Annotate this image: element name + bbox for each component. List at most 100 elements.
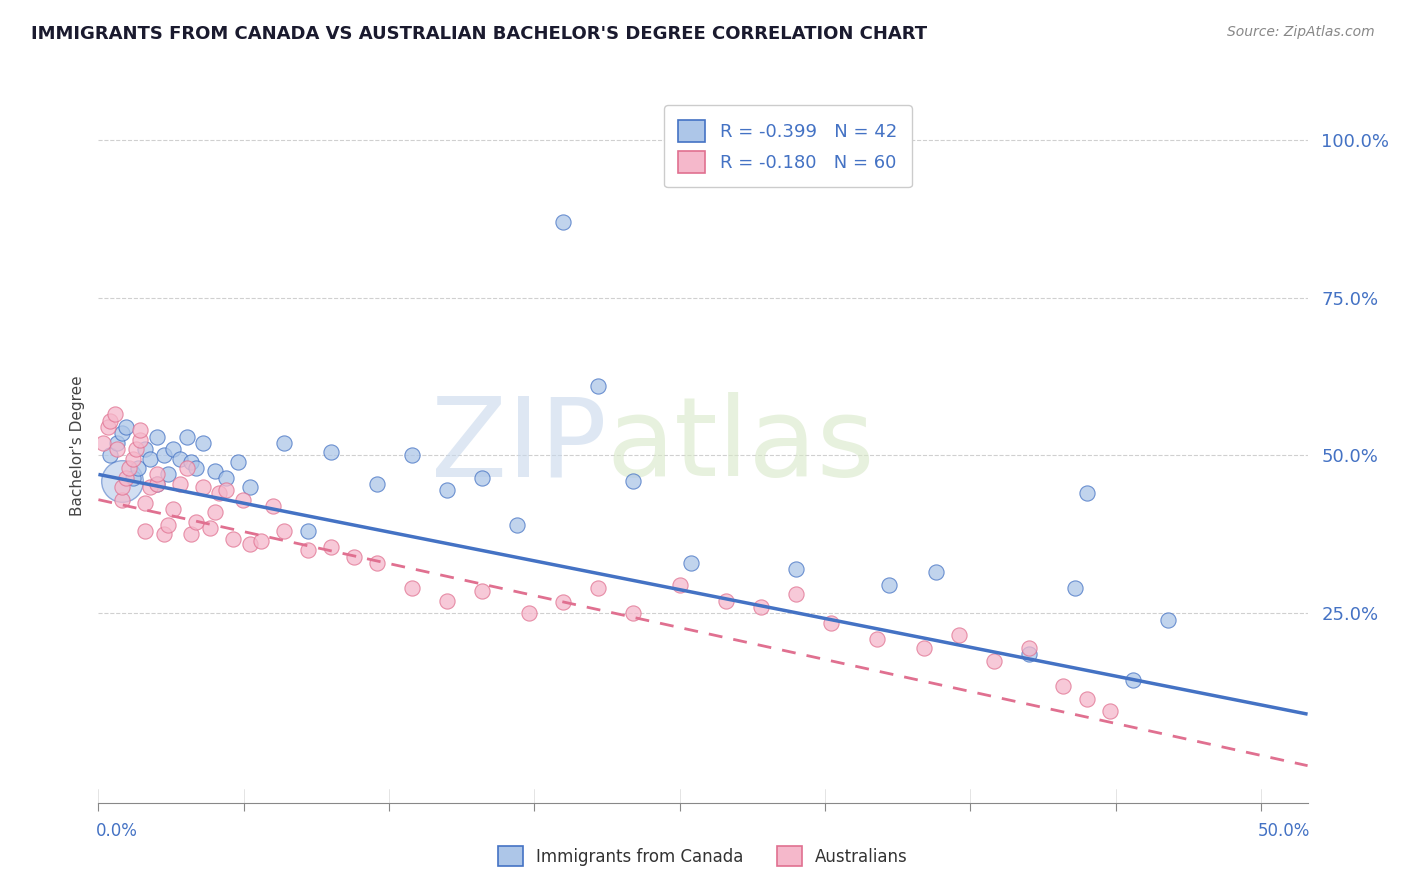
Point (111, 426, 134, 441)
Text: 0.0%: 0.0% (96, 822, 138, 840)
Legend: Immigrants from Canada, Australians: Immigrants from Canada, Australians (491, 839, 915, 873)
Point (215, 470, 238, 484)
Point (162, 502, 184, 516)
Point (169, 476, 191, 491)
Point (162, 442, 184, 457)
Point (621, 607, 644, 621)
Point (104, 408, 127, 422)
Point (105, 435, 128, 450)
Point (948, 628, 970, 642)
Point (115, 470, 138, 484)
Point (215, 483, 238, 498)
Point (152, 449, 174, 463)
Point (250, 533, 273, 548)
Point (157, 517, 180, 532)
Point (180, 527, 202, 541)
Point (1122, 673, 1144, 687)
Point (138, 451, 160, 466)
Point (1052, 679, 1074, 693)
Point (436, 483, 458, 498)
Point (1064, 581, 1087, 595)
Point (191, 480, 214, 494)
Point (1098, 704, 1121, 718)
Point (91, 435, 114, 450)
Point (105, 442, 128, 457)
Point (191, 435, 214, 450)
Point (169, 451, 191, 466)
Point (553, 595, 575, 609)
Text: ZIP: ZIP (430, 392, 606, 500)
Point (152, 527, 174, 541)
Point (785, 562, 807, 576)
Point (1076, 691, 1098, 706)
Point (343, 549, 366, 564)
Point (820, 615, 842, 630)
Point (621, 474, 644, 488)
Point (129, 433, 152, 447)
Point (1018, 648, 1040, 662)
Point (226, 455, 249, 469)
Point (517, 607, 540, 621)
Legend: R = -0.399   N = 42, R = -0.180   N = 60: R = -0.399 N = 42, R = -0.180 N = 60 (664, 105, 911, 187)
Point (145, 467, 167, 482)
Point (157, 467, 180, 482)
Point (232, 492, 254, 507)
Point (204, 464, 226, 478)
Point (127, 461, 149, 475)
Point (118, 461, 141, 475)
Point (506, 517, 529, 532)
Point (297, 524, 319, 539)
Point (111, 474, 134, 488)
Point (297, 543, 319, 558)
Point (912, 641, 935, 656)
Text: Source: ZipAtlas.com: Source: ZipAtlas.com (1227, 25, 1375, 39)
Point (262, 499, 284, 513)
Point (366, 556, 388, 570)
Point (319, 540, 342, 554)
Text: atlas: atlas (606, 392, 875, 500)
Point (1157, 613, 1180, 627)
Point (436, 593, 458, 607)
Point (471, 584, 494, 599)
Point (184, 461, 207, 475)
Point (222, 532, 245, 546)
Point (366, 476, 388, 491)
Point (184, 515, 207, 529)
Point (198, 521, 221, 535)
Point (98, 414, 121, 428)
Point (180, 455, 202, 469)
Point (111, 492, 134, 507)
Point (553, 215, 575, 229)
Point (877, 578, 900, 592)
Point (1018, 641, 1040, 656)
Point (983, 654, 1005, 668)
Point (319, 445, 342, 459)
Point (208, 486, 231, 500)
Point (97, 420, 120, 434)
Point (145, 476, 167, 491)
Point (681, 556, 703, 570)
Point (129, 423, 152, 437)
Point (401, 449, 423, 463)
Text: 50.0%: 50.0% (1258, 822, 1310, 840)
Point (588, 581, 610, 595)
Point (176, 429, 198, 443)
Point (1076, 486, 1098, 500)
Point (124, 442, 146, 457)
Point (138, 480, 160, 494)
Point (239, 480, 262, 494)
Point (134, 496, 156, 510)
Point (145, 476, 167, 491)
Point (785, 587, 807, 601)
Point (111, 480, 134, 494)
Point (668, 578, 690, 592)
Point (98, 449, 121, 463)
Point (122, 451, 145, 466)
Point (134, 442, 156, 457)
Point (239, 537, 262, 551)
Point (588, 379, 610, 393)
Point (273, 435, 295, 450)
Point (134, 524, 156, 539)
Point (115, 420, 138, 434)
Point (204, 505, 226, 519)
